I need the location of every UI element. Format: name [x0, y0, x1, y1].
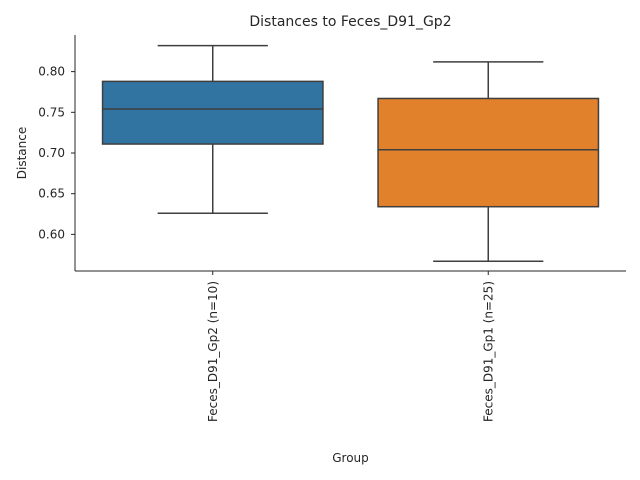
y-axis-ticks: 0.60 0.65 0.70 0.75 0.80	[38, 65, 75, 241]
y-tick-label: 0.80	[38, 65, 65, 79]
y-tick-label: 0.75	[38, 105, 65, 119]
y-axis-label: Distance	[15, 127, 29, 179]
iqr-box	[101, 80, 324, 145]
x-axis-label: Group	[332, 451, 369, 465]
box-1	[101, 44, 324, 214]
y-tick-label: 0.70	[38, 146, 65, 160]
y-tick-label: 0.65	[38, 187, 65, 201]
x-tick-label: Feces_D91_Gp2 (n=10)	[206, 281, 220, 422]
x-axis-ticks: Feces_D91_Gp2 (n=10) Feces_D91_Gp1 (n=25)	[206, 271, 495, 422]
iqr-box	[377, 97, 600, 208]
box-2	[377, 61, 600, 262]
chart-title: Distances to Feces_D91_Gp2	[249, 14, 451, 30]
x-tick-label: Feces_D91_Gp1 (n=25)	[481, 281, 495, 422]
y-tick-label: 0.60	[38, 227, 65, 241]
plot-area	[101, 44, 600, 262]
